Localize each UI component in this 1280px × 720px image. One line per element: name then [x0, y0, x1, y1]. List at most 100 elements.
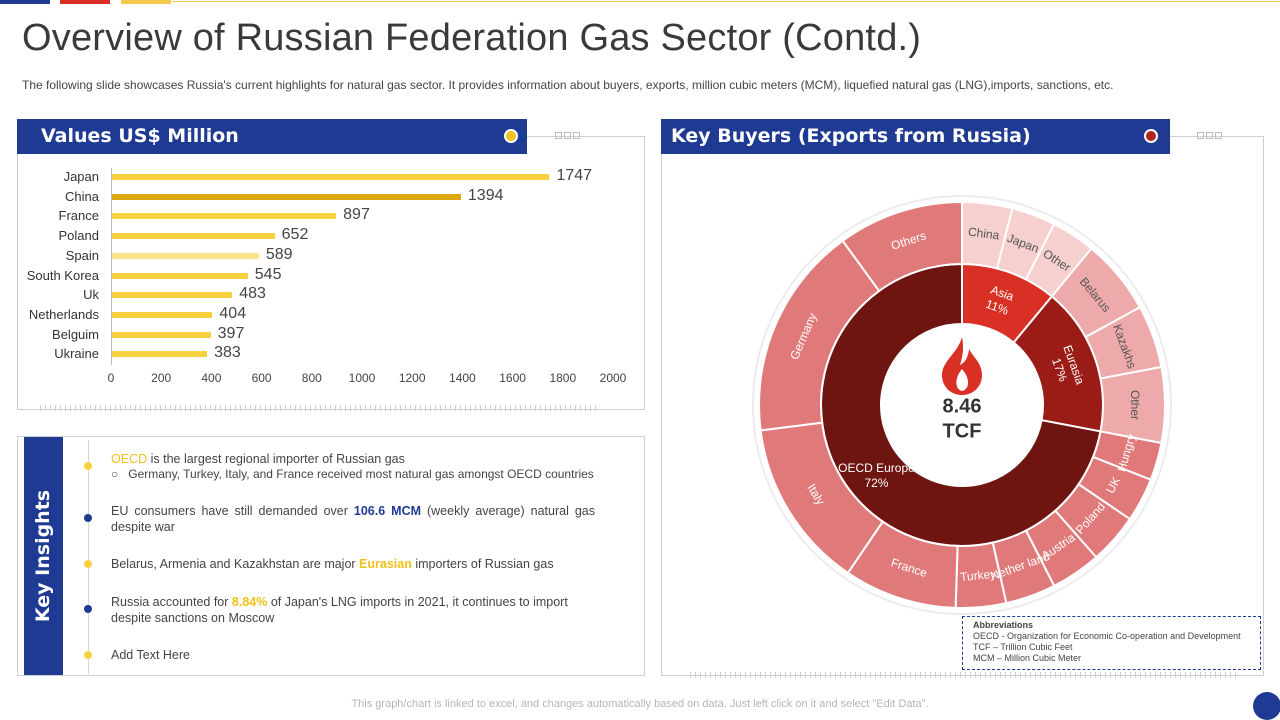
x-tick-label: 1400	[449, 371, 476, 385]
insight-item-1: OECD is the largest regional importer of…	[111, 451, 595, 467]
red-dot-icon	[1144, 129, 1158, 143]
x-tick-label: 2000	[599, 371, 627, 385]
bar-category-label: France	[58, 208, 99, 224]
mini-boxes-icon	[555, 132, 580, 139]
bar-value-label: 404	[219, 304, 247, 322]
mini-boxes-icon	[1197, 132, 1222, 139]
y-axis-line	[111, 168, 112, 365]
page-subtitle: The following slide showcases Russia's c…	[22, 78, 1114, 92]
sunburst-title: Key Buyers (Exports from Russia)	[671, 125, 1031, 147]
x-tick-label: 1000	[348, 371, 376, 385]
insight-item-2: EU consumers have still demanded over 10…	[111, 504, 595, 534]
bar-value-label: 383	[214, 344, 241, 362]
insight-item-4: Russia accounted for 8.84% of Japan's LN…	[111, 595, 568, 625]
x-tick-label: 1200	[398, 371, 426, 385]
bar-value-label: 897	[343, 206, 370, 224]
abbreviations-heading: Abbreviations	[973, 620, 1034, 630]
bar	[111, 272, 248, 279]
bar-category-label: South Korea	[26, 267, 99, 283]
bar	[111, 174, 550, 180]
bullet-dot-icon	[84, 514, 92, 522]
bar	[111, 193, 461, 200]
circle-bullet-icon: ○	[111, 467, 129, 481]
key-insights-band	[24, 437, 63, 675]
bar	[111, 311, 213, 318]
header-connector	[527, 136, 617, 137]
bar-category-label: Belguim	[52, 326, 99, 342]
bar-category-label: Netherlands	[28, 306, 99, 322]
bullet-dot-icon	[84, 651, 92, 659]
bar-category-label: Uk	[83, 287, 99, 303]
sunburst-center	[881, 324, 1043, 486]
x-tick-label: 800	[301, 371, 322, 385]
sunburst-outer-label: Other	[1128, 390, 1142, 420]
panel-dotted-rule	[40, 405, 600, 411]
flame-icon	[942, 337, 982, 395]
abbreviations-box: Abbreviations OECD - Organization for Ec…	[962, 616, 1261, 670]
bar-chart-title: Values US$ Million	[41, 125, 239, 147]
bullet-dot-icon	[84, 605, 92, 613]
sunburst-outer-label: UK	[1103, 474, 1123, 495]
bar-value-label: 483	[239, 285, 266, 303]
insight-1-highlight: OECD	[111, 452, 148, 466]
bar	[111, 331, 211, 338]
bar-value-label: 545	[254, 265, 282, 283]
page-title: Overview of Russian Federation Gas Secto…	[22, 17, 922, 59]
x-tick-label: 400	[201, 371, 222, 385]
bar-category-label: China	[65, 188, 99, 204]
abbreviation-line: OECD - Organization for Economic Co-oper…	[973, 631, 1241, 641]
header-connector	[1170, 136, 1264, 137]
sunburst-header: Key Buyers (Exports from Russia)	[661, 119, 1170, 154]
bar-value-label: 652	[281, 226, 309, 244]
bar	[111, 351, 208, 358]
sunburst-outer-label: Turkey	[959, 567, 996, 584]
bar-category-label: Japan	[63, 169, 99, 184]
x-tick-label: 1600	[499, 371, 526, 385]
bullet-dot-icon	[84, 560, 92, 568]
bar-value-label: 589	[265, 245, 293, 263]
top-strip-yellow	[121, 0, 171, 4]
center-value: 8.46	[943, 395, 982, 417]
bar-category-label: Spain	[65, 247, 99, 263]
sunburst-outer-segment	[841, 200, 963, 293]
bar-chart-header: Values US$ Million	[17, 119, 527, 154]
x-tick-label: 1800	[549, 371, 577, 385]
bar-category-label: Poland	[58, 228, 99, 244]
insight-item-5[interactable]: Add Text Here	[111, 648, 190, 662]
x-tick-label: 0	[107, 371, 115, 385]
flame-inner-icon	[956, 369, 969, 391]
insight-1-text: is the largest regional importer of Russ…	[147, 452, 405, 466]
bar	[111, 252, 259, 259]
svg-text:72%: 72%	[864, 476, 888, 490]
insight-item-1-sub: ○ Germany, Turkey, Italy, and France rec…	[111, 467, 594, 481]
svg-text:OECD Europe: OECD Europe	[838, 461, 915, 475]
bar	[111, 233, 275, 240]
abbreviation-line: TCF – Trillion Cubic Feet	[973, 642, 1073, 652]
top-strip-blue	[0, 0, 50, 4]
insight-item-3: Belarus, Armenia and Kazakhstan are majo…	[111, 557, 554, 571]
key-insights-panel	[17, 436, 645, 676]
corner-circle	[1253, 692, 1280, 720]
bar-category-label: Ukraine	[54, 346, 99, 362]
bar	[111, 213, 337, 220]
center-unit: TCF	[943, 420, 982, 442]
timeline-line	[88, 440, 89, 674]
bar-value-label: 397	[217, 324, 245, 342]
yellow-dot-icon	[504, 129, 518, 143]
key-insights-heading: Key Insights	[32, 489, 55, 623]
x-tick-label: 200	[151, 371, 172, 385]
panel-dotted-rule	[690, 672, 1240, 678]
outer-ring-halo	[752, 195, 1172, 615]
bullet-dot-icon	[84, 462, 92, 470]
bar-value-label: 1747	[556, 167, 593, 184]
top-strip-red	[60, 0, 110, 4]
bar-value-label: 1394	[467, 186, 504, 204]
insight-1-subtext: Germany, Turkey, Italy, and France recei…	[128, 467, 594, 481]
bar	[111, 292, 233, 299]
top-rule	[172, 1, 1280, 2]
footer-note: This graph/chart is linked to excel, and…	[351, 698, 929, 710]
x-tick-label: 600	[251, 371, 272, 385]
abbreviation-line: MCM – Million Cubic Meter	[973, 653, 1082, 663]
